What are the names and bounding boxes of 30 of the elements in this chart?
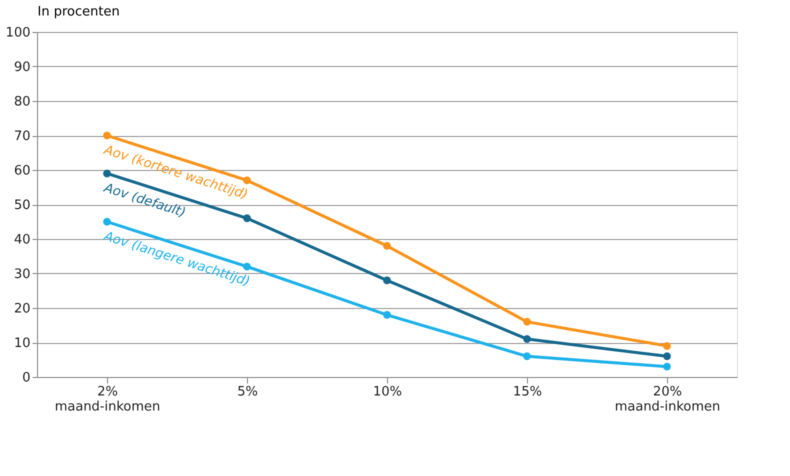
y-tick-label: 60 [14, 164, 30, 178]
point [523, 335, 531, 343]
y-tick-label: 80 [14, 94, 30, 110]
point [663, 352, 671, 360]
x-tick-label: 2% maand-inkomen [54, 384, 160, 414]
y-axis-title: In procenten [38, 4, 120, 20]
point [103, 170, 111, 178]
point [103, 218, 111, 226]
point [243, 214, 251, 222]
point [383, 242, 391, 250]
y-tick-label: 10 [14, 336, 30, 351]
point [663, 342, 671, 350]
y-tick-label: 40 [14, 232, 30, 248]
y-tick-label: 30 [14, 267, 30, 282]
y-tick-label: 100 [6, 26, 30, 40]
point [383, 276, 391, 284]
point [103, 132, 111, 140]
y-tick-label: 50 [14, 198, 30, 213]
x-tick-label: 15% [513, 384, 542, 400]
y-tick-label: 0 [22, 370, 30, 386]
y-tick-label: 20 [14, 302, 30, 316]
point [523, 318, 531, 326]
x-tick-label: 20% maand-inkomen [614, 384, 720, 414]
x-tick-label: 10% [373, 384, 402, 400]
y-tick-label: 70 [14, 129, 30, 144]
x-tick-label: 5% [237, 384, 258, 400]
y-tick-label: 90 [14, 60, 30, 75]
point [523, 352, 531, 360]
point [383, 311, 391, 319]
point [663, 362, 671, 371]
